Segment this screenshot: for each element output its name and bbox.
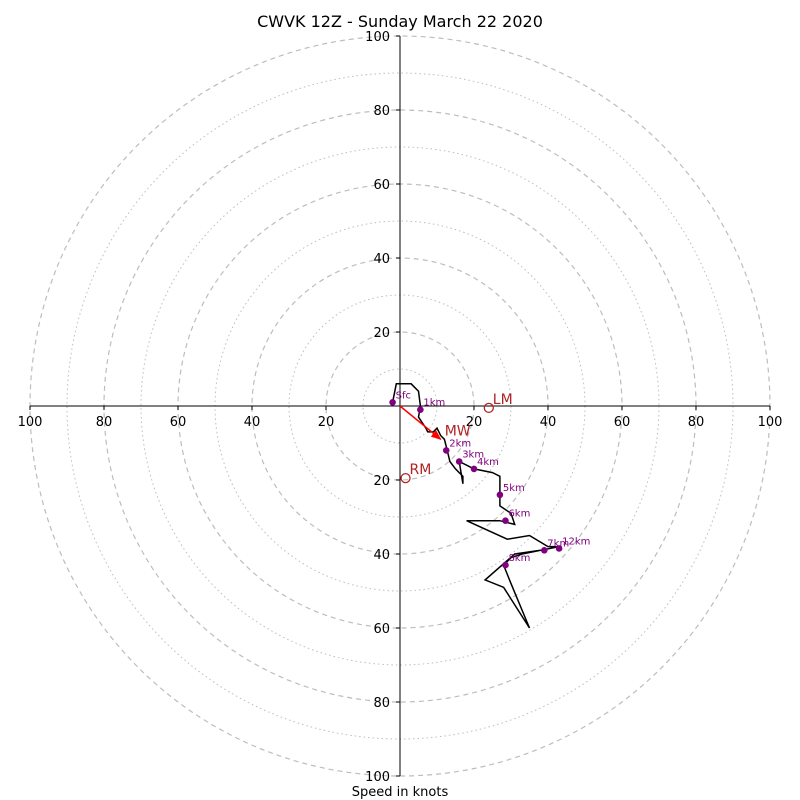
x-tick-label: 40 xyxy=(540,415,557,430)
x-tick-label: 20 xyxy=(466,415,483,430)
height-label-2km: 2km xyxy=(449,438,471,449)
y-tick-label: 80 xyxy=(373,696,390,711)
height-marker-2km xyxy=(442,447,450,454)
x-tick-label: 20 xyxy=(318,415,335,430)
x-tick-label: 40 xyxy=(244,415,261,430)
x-axis-label: Speed in knots xyxy=(352,785,449,800)
height-marker-1km xyxy=(417,406,424,414)
height-marker-12km xyxy=(555,545,563,552)
height-label-5km: 5km xyxy=(503,483,525,494)
height-marker-6km xyxy=(502,517,509,524)
y-tick-label: 40 xyxy=(373,252,390,267)
y-tick-label: 20 xyxy=(373,326,390,341)
hodograph-line xyxy=(391,383,560,629)
height-marker-7km xyxy=(541,547,548,554)
height-marker-8km xyxy=(502,561,509,569)
x-tick-label: 60 xyxy=(614,415,631,430)
height-label-7km: 7km xyxy=(547,538,569,549)
height-label-sfc: Sfc xyxy=(396,390,411,401)
height-label-1km: 1km xyxy=(423,398,445,409)
x-tick-label: 60 xyxy=(170,415,187,430)
height-label-6km: 6km xyxy=(508,509,530,520)
tick-labels: 100 80 60 40 20 20 40 60 80 100 100 80 60 40 20 20 40 60 8… xyxy=(18,30,783,785)
storm-motion-marker-lm xyxy=(483,402,494,414)
x-tick-label: 100 xyxy=(18,415,43,430)
y-tick-label: 100 xyxy=(365,770,390,785)
mean-wind-arrow xyxy=(399,405,442,440)
x-tick-label: 80 xyxy=(96,415,113,430)
x-tick-label: 100 xyxy=(758,415,783,430)
height-marker-5km xyxy=(496,491,504,499)
storm-motion-marker-rm xyxy=(400,472,411,484)
height-label-12km: 12km xyxy=(562,536,590,547)
height-label-4km: 4km xyxy=(477,457,499,468)
y-tick-label: 80 xyxy=(373,104,390,119)
height-label-8km: 8km xyxy=(508,553,530,564)
storm-motion: LM RM MW xyxy=(400,392,513,484)
height-label-3km: 3km xyxy=(462,450,484,461)
y-tick-label: 100 xyxy=(365,30,390,45)
storm-motion-label-mw: MW xyxy=(445,423,471,439)
storm-motion-label-rm: RM xyxy=(410,462,432,478)
y-tick-label: 20 xyxy=(373,474,390,489)
storm-motion-label-lm: LM xyxy=(493,392,513,408)
y-tick-label: 60 xyxy=(373,178,390,193)
y-tick-label: 60 xyxy=(373,622,390,637)
height-marker-sfc xyxy=(389,399,396,406)
x-tick-label: 80 xyxy=(688,415,705,430)
height-marker-4km xyxy=(470,465,478,473)
hodograph-series xyxy=(391,383,560,629)
y-tick-label: 40 xyxy=(373,548,390,563)
chart-title: CWVK 12Z - Sunday March 22 2020 xyxy=(257,12,543,31)
height-marker-3km xyxy=(455,458,463,465)
